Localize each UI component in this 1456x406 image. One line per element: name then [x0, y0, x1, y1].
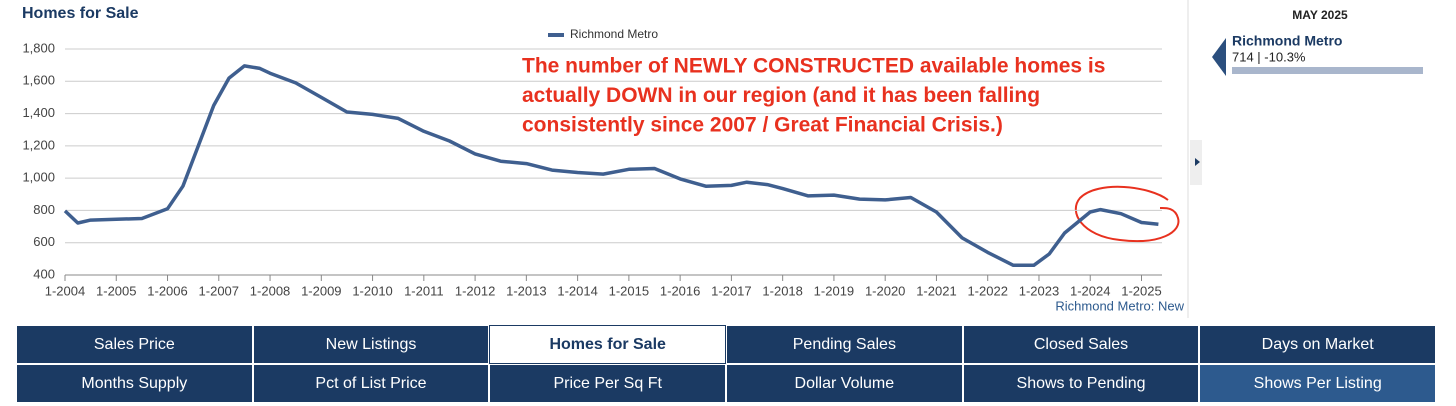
panel-value: 714 | -10.3% — [1232, 49, 1306, 64]
tab[interactable]: Pending Sales — [726, 325, 963, 364]
x-tick-label: 1-2018 — [762, 283, 802, 298]
x-tick-label: 1-2008 — [250, 283, 290, 298]
tab[interactable]: Shows to Pending — [962, 364, 1200, 403]
x-tick-label: 1-2015 — [609, 283, 649, 298]
panel-date: MAY 2025 — [1292, 8, 1348, 22]
x-tick-label: 1-2023 — [1019, 283, 1059, 298]
y-tick-label: 800 — [33, 202, 55, 217]
x-tick-label: 1-2010 — [352, 283, 392, 298]
y-tick-label: 1,600 — [22, 73, 55, 88]
panel-pointer — [1212, 38, 1226, 76]
x-tick-label: 1-2024 — [1070, 283, 1110, 298]
x-tick-label: 1-2006 — [147, 283, 187, 298]
x-tick-label: 1-2005 — [96, 283, 136, 298]
x-tick-label: 1-2012 — [455, 283, 495, 298]
x-tick-label: 1-2022 — [967, 283, 1007, 298]
x-tick-label: 1-2025 — [1121, 283, 1161, 298]
x-tick-label: 1-2009 — [301, 283, 341, 298]
tab[interactable]: Closed Sales — [962, 325, 1200, 364]
tab-row: Months Supply Pct of List Price Price Per … — [16, 364, 1437, 403]
x-tick-label: 1-2020 — [865, 283, 905, 298]
y-tick-label: 1,000 — [22, 170, 55, 185]
y-tick-label: 400 — [33, 266, 55, 281]
y-tick-label: 600 — [33, 234, 55, 249]
x-tick-label: 1-2011 — [404, 283, 444, 298]
y-tick-label: 1,800 — [22, 40, 55, 55]
panel-bar — [1232, 67, 1423, 74]
tab[interactable]: Pct of List Price — [252, 364, 490, 403]
tab[interactable]: Days on Market — [1199, 325, 1437, 364]
x-tick-label: 1-2021 — [916, 283, 956, 298]
panel-name: Richmond Metro — [1232, 33, 1342, 49]
legend-label: Richmond Metro — [570, 27, 658, 41]
x-tick-label: 1-2007 — [199, 283, 239, 298]
annotation: consistently since 2007 / Great Financia… — [522, 114, 1003, 137]
x-tick-label: 1-2014 — [557, 283, 597, 298]
x-tick-label: 1-2016 — [660, 283, 700, 298]
x-tick-label: 1-2017 — [711, 283, 751, 298]
tab[interactable]: Months Supply — [16, 364, 253, 403]
tab[interactable]: Price Per Sq Ft — [489, 364, 727, 403]
annotation: The number of NEWLY CONSTRUCTED availabl… — [522, 55, 1105, 78]
annotation: actually DOWN in our region (and it has … — [522, 84, 1040, 107]
x-tick-label: 1-2013 — [506, 283, 546, 298]
data-line — [63, 64, 1159, 268]
tab-row: Sales Price New Listings Homes for Sale Pen… — [16, 325, 1437, 364]
tab[interactable]: New Listings — [252, 325, 490, 364]
toggle-arrow — [1195, 158, 1200, 166]
tab[interactable]: Shows Per Listing — [1199, 364, 1437, 403]
tab-bar: Sales Price New Listings Homes for Sale Pen… — [16, 325, 1437, 403]
y-tick-label: 1,200 — [22, 137, 55, 152]
x-tick-label: 1-2019 — [814, 283, 854, 298]
chart-title: Homes for Sale — [22, 5, 139, 22]
tab[interactable]: Dollar Volume — [726, 364, 963, 403]
chart: Homes for Sale MAY 2025 Richmond Metro 7… — [22, 0, 1423, 318]
tab[interactable]: Sales Price — [16, 325, 253, 364]
tab[interactable]: Homes for Sale — [489, 325, 727, 364]
source-label: Richmond Metro: New — [1055, 298, 1184, 313]
y-tick-label: 1,400 — [22, 105, 55, 120]
x-tick-label: 1-2004 — [45, 283, 85, 298]
hand-drawn-circle — [1074, 185, 1180, 243]
